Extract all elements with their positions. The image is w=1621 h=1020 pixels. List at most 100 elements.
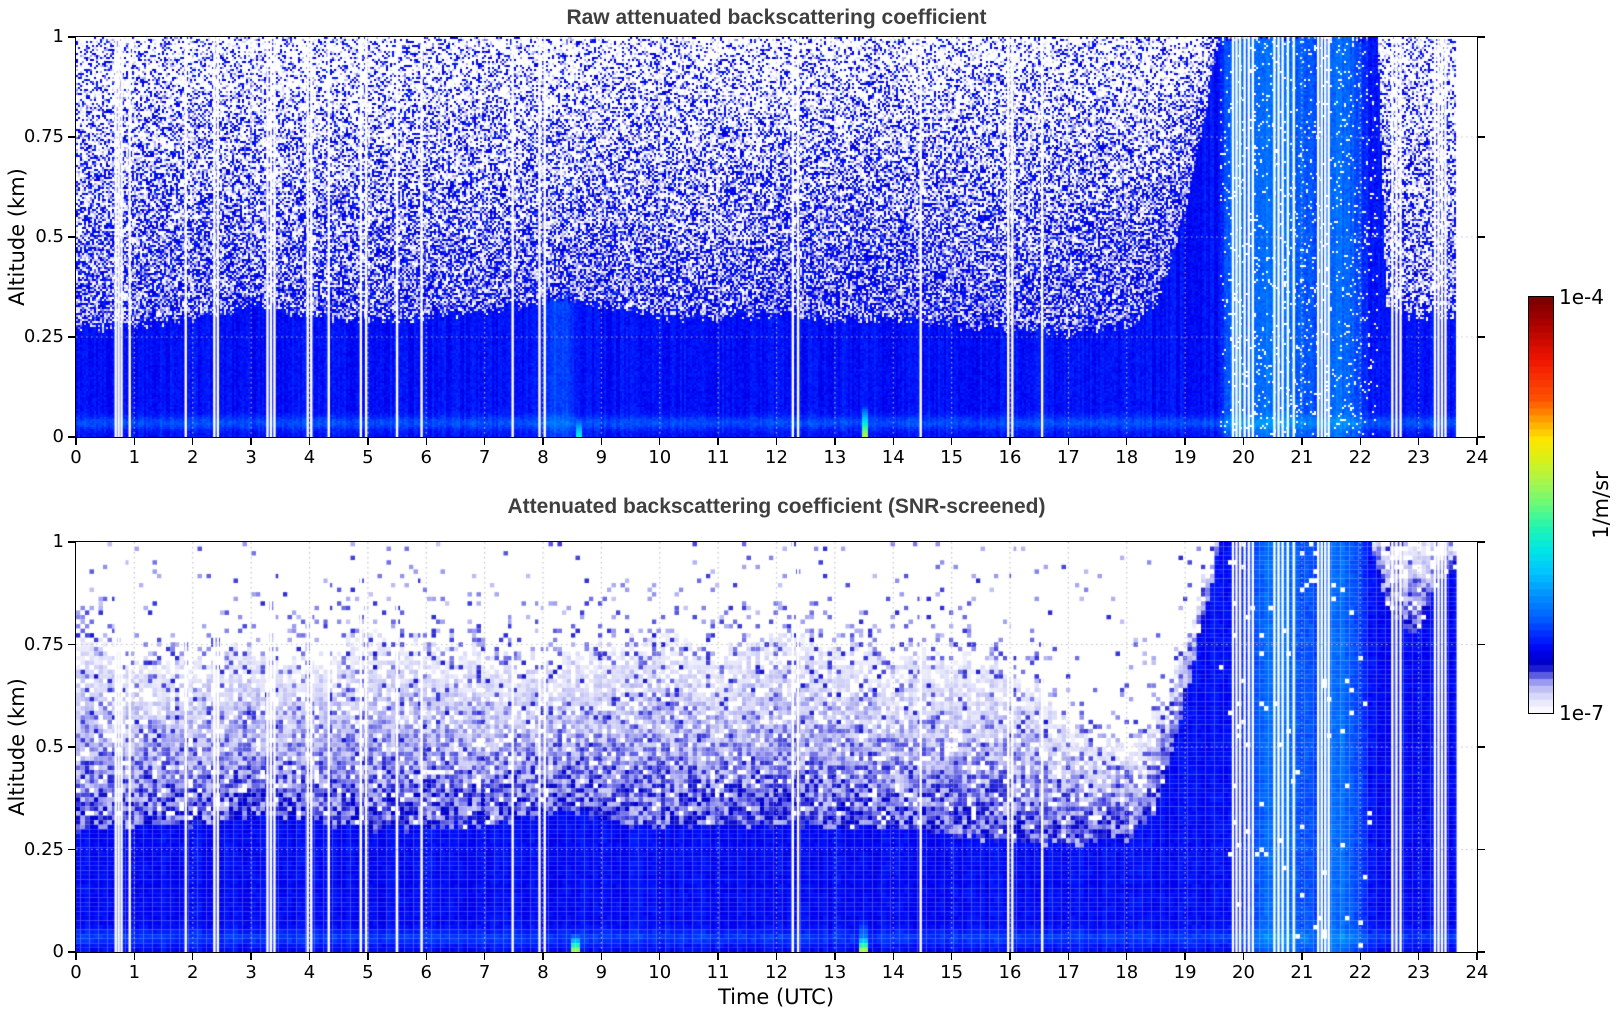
raw-x-tick	[775, 438, 778, 445]
raw-x-tick	[892, 438, 894, 445]
colorbar-canvas	[1527, 295, 1554, 714]
screened-x-tick	[1301, 953, 1303, 960]
screened-x-tick	[659, 953, 661, 960]
raw-x-tick	[133, 438, 136, 445]
screened-x-tick-label: 16	[998, 962, 1022, 983]
raw-x-tick-label: 22	[1348, 447, 1372, 468]
screened-x-tick-label: 11	[706, 962, 730, 983]
raw-x-tick	[75, 438, 77, 445]
raw-x-tick	[1301, 438, 1303, 445]
raw-x-tick-label: 13	[823, 447, 847, 468]
screened-y-tick	[68, 541, 75, 543]
screened-y-tick	[68, 643, 75, 646]
raw-x-tick-label: 11	[706, 447, 730, 468]
raw-x-tick	[308, 438, 311, 445]
screened-x-tick-label: 9	[595, 962, 608, 983]
raw-panel-title: Raw attenuated backscattering coefficien…	[566, 6, 987, 29]
raw-x-tick-label: 20	[1232, 447, 1255, 468]
screened-x-tick-label: 22	[1348, 962, 1372, 983]
raw-x-tick	[483, 438, 486, 445]
screened-x-tick	[600, 953, 603, 960]
screened-x-tick	[892, 953, 894, 960]
raw-x-tick	[600, 438, 603, 445]
screened-y-tick	[68, 746, 75, 748]
screened-x-tick-label: 23	[1407, 962, 1431, 983]
raw-x-tick-label: 3	[245, 447, 257, 468]
raw-x-tick-label: 6	[420, 447, 432, 468]
raw-x-tick-label: 10	[648, 447, 672, 468]
x-axis-label: Time (UTC)	[717, 985, 835, 1009]
raw-y-tick-right	[1478, 36, 1485, 38]
screened-x-tick-label: 10	[648, 962, 672, 983]
raw-y-tick-right	[1478, 136, 1485, 138]
screened-x-tick-label: 14	[881, 962, 905, 983]
raw-x-tick-label: 21	[1290, 447, 1314, 468]
screened-x-tick	[1067, 953, 1070, 960]
screened-x-tick	[1184, 953, 1186, 960]
colorbar-min-label: 1e-7	[1559, 701, 1604, 725]
raw-x-tick-label: 12	[765, 447, 788, 468]
raw-x-tick	[1126, 438, 1128, 445]
raw-x-tick	[1359, 438, 1361, 445]
screened-x-tick	[1009, 953, 1011, 960]
raw-x-tick	[950, 438, 953, 445]
raw-y-tick-right	[1478, 436, 1485, 438]
screened-x-tick	[717, 953, 719, 960]
screened-x-tick	[775, 953, 778, 960]
screened-x-tick	[1417, 953, 1420, 960]
raw-x-tick	[1476, 438, 1478, 445]
screened-x-tick	[192, 953, 194, 960]
screened-y-tick-label: 0	[52, 941, 64, 962]
screened-x-tick-label: 1	[128, 962, 141, 983]
screened-y-tick-right	[1478, 643, 1485, 646]
raw-x-tick-label: 1	[128, 447, 141, 468]
screened-y-tick	[68, 848, 75, 851]
raw-x-tick-label: 2	[187, 447, 199, 468]
screened-x-tick	[1359, 953, 1361, 960]
raw-x-tick-label: 7	[478, 447, 491, 468]
screened-y-tick	[68, 951, 75, 953]
raw-x-tick-label: 14	[881, 447, 905, 468]
raw-x-tick	[717, 438, 719, 445]
raw-x-tick-label: 18	[1115, 447, 1139, 468]
screened-x-tick	[1242, 953, 1245, 960]
raw-x-tick	[1417, 438, 1420, 445]
screened-x-tick	[75, 953, 77, 960]
screened-x-tick-label: 13	[823, 962, 847, 983]
screened-y-tick-label: 1	[52, 531, 64, 552]
raw-y-tick	[68, 236, 75, 238]
raw-x-tick	[834, 438, 836, 445]
screened-y-tick-label: 0.75	[23, 633, 64, 655]
raw-y-tick-label: 0.75	[23, 126, 64, 147]
screened-x-tick	[367, 953, 369, 960]
screened-x-tick-label: 3	[245, 962, 257, 983]
raw-y-tick	[68, 36, 75, 38]
raw-y-tick-right	[1478, 336, 1485, 338]
screened-x-tick-label: 4	[303, 962, 316, 983]
raw-y-tick-label: 0.5	[35, 226, 64, 247]
raw-x-tick-label: 17	[1056, 447, 1080, 468]
screened-y-tick-right	[1478, 848, 1485, 851]
screened-x-tick-label: 21	[1290, 962, 1314, 983]
raw-x-tick	[1067, 438, 1070, 445]
screened-x-tick	[483, 953, 486, 960]
raw-x-tick-label: 8	[537, 447, 549, 468]
raw-x-tick	[250, 438, 252, 445]
screened-x-tick-label: 0	[70, 962, 82, 983]
raw-x-tick	[367, 438, 369, 445]
raw-y-tick-right	[1478, 236, 1485, 238]
screened-y-tick-right	[1478, 951, 1485, 953]
screened-x-tick	[834, 953, 836, 960]
screened-x-tick	[1476, 953, 1478, 960]
screened-x-tick-label: 5	[362, 962, 374, 983]
raw-x-tick-label: 19	[1173, 447, 1197, 468]
screened-x-tick	[1126, 953, 1128, 960]
screened-y-tick-label: 0.25	[23, 838, 64, 860]
colorbar-units-label: 1/m/sr	[1589, 471, 1613, 539]
screened-x-tick	[250, 953, 252, 960]
raw-x-tick-label: 15	[940, 447, 964, 468]
raw-x-tick-label: 24	[1465, 447, 1489, 468]
screened-x-tick-label: 18	[1115, 962, 1139, 983]
screened-panel-title: Attenuated backscattering coefficient (S…	[507, 495, 1046, 518]
